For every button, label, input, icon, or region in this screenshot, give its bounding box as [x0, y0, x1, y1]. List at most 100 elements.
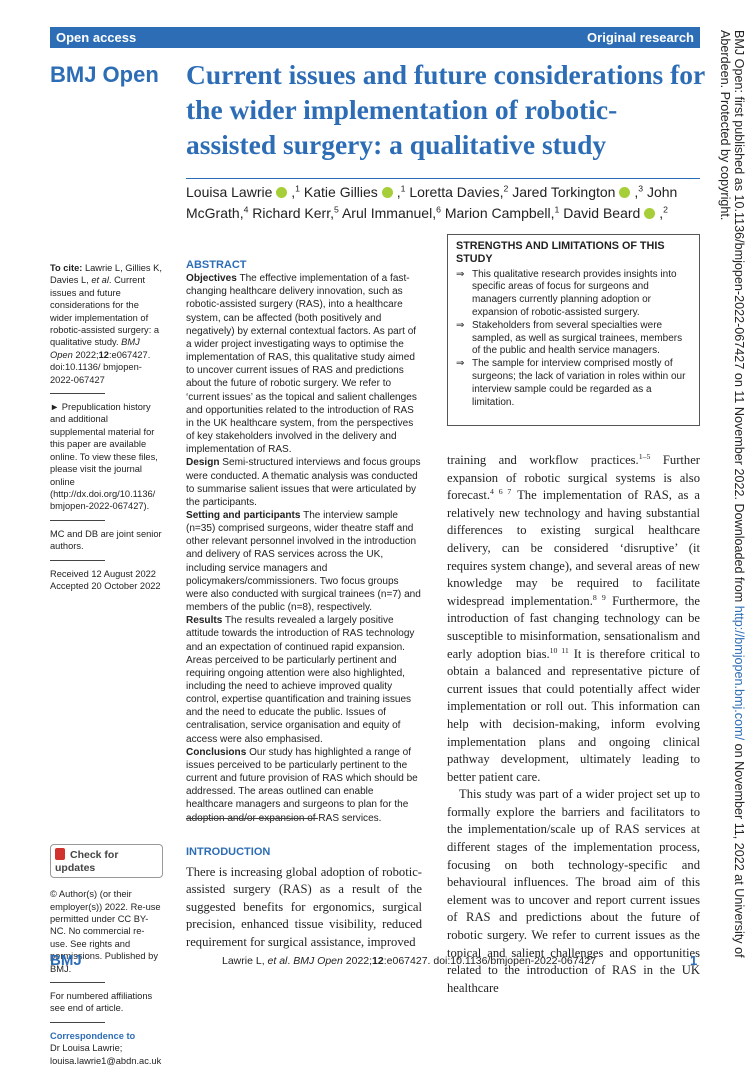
abstract-section: Design Semi-structured interviews and fo… — [186, 456, 422, 509]
separator — [50, 393, 105, 395]
text-run: Lawrie L, Gillies K, Davies L, — [50, 263, 162, 286]
italic-text: et al — [91, 275, 109, 286]
text-run: Lawrie L, — [222, 955, 268, 967]
correspondence-name: Dr Louisa Lawrie; — [50, 1043, 123, 1054]
page-number: 1 — [690, 953, 698, 968]
abstract-section: Objectives The effective implementation … — [186, 272, 422, 456]
right-column: training and workflow practices.1–5 Furt… — [447, 452, 700, 997]
citation: To cite: Lawrie L, Gillies K, Davies L, … — [50, 262, 162, 386]
section-label: Setting and participants — [186, 509, 301, 521]
text-run: MC and DB are joint senior authors. — [50, 528, 162, 552]
text-run: BMJ Open: first published as 10.1136/bmj… — [732, 30, 746, 606]
section-text: Semi-structured interviews and focus gro… — [186, 457, 421, 508]
section-label: Objectives — [186, 273, 237, 285]
text-run: © Author(s) (or their employer(s)) 2022.… — [50, 889, 161, 974]
text-run: . Current issues and future consideratio… — [50, 275, 160, 348]
correspondence-email[interactable]: louisa.lawrie1@abdn.ac.uk — [50, 1055, 162, 1066]
top-bar: Open access Original research — [50, 27, 700, 48]
author: Loretta Davies,2 — [409, 183, 509, 200]
text-run: :e067427. doi:10.1136/bmjopen-2022-06742… — [383, 955, 597, 967]
affiliation: 1 — [554, 204, 560, 215]
abstract-section: Conclusions Our study has highlighted a … — [186, 746, 422, 825]
author: Richard Kerr,5 — [252, 204, 339, 221]
author-list: Louisa Lawrie ,1 Katie Gillies ,1 Lorett… — [186, 182, 706, 224]
text-run: Furthermore, the introduction of fast ch… — [447, 593, 700, 661]
check-for-updates[interactable]: Check for updates — [50, 844, 163, 879]
affiliation: 2 — [663, 204, 668, 215]
abstract-heading: ABSTRACT — [186, 259, 247, 271]
license-note: © Author(s) (or their employer(s)) 2022.… — [50, 888, 162, 975]
side-notice: BMJ Open: first published as 10.1136/bmj… — [718, 30, 746, 965]
text-run: :e067427. doi:10.1136/ bmjopen-2022-0674… — [50, 349, 151, 385]
section-text: The effective implementation of a fast-c… — [186, 273, 417, 456]
reference: 10 11 — [549, 645, 569, 655]
footer-logo: BMJ — [50, 952, 82, 969]
page-body: Open access Original research BMJ Open C… — [0, 0, 750, 1000]
author: David Beard ,2 — [563, 204, 668, 221]
orcid-icon[interactable] — [381, 187, 393, 198]
orcid-icon[interactable] — [276, 187, 288, 198]
introduction-heading: INTRODUCTION — [186, 846, 271, 858]
author: Katie Gillies ,1 — [303, 183, 406, 200]
separator — [50, 1021, 105, 1023]
affiliations-note: For numbered affiliations see end of art… — [50, 990, 162, 1015]
bold-text: 12 — [372, 955, 384, 967]
reference: 8 9 — [592, 592, 606, 602]
text-run: This study was part of a wider project s… — [447, 787, 700, 995]
section-text: The interview sample (n=35) comprised su… — [186, 509, 421, 614]
separator — [50, 519, 105, 521]
open-access-label: Open access — [56, 30, 137, 45]
author-name: Richard Kerr — [252, 205, 331, 221]
strength-item: Stakeholders from several specialties we… — [456, 320, 691, 358]
accepted-date: Accepted 20 October 2022 — [50, 580, 161, 591]
introduction: INTRODUCTION There is increasing global … — [186, 844, 422, 952]
reference: 1–5 — [638, 451, 651, 461]
text-run: It is therefore critical to obtain a bal… — [447, 646, 700, 784]
link[interactable]: http://bmjopen.bmj.com/ — [732, 605, 746, 741]
abstract: ABSTRACT Objectives The effective implem… — [186, 259, 422, 825]
section-label: Conclusions — [186, 746, 247, 758]
text-run: ► Prepublication history and additional … — [50, 402, 158, 512]
strengths-heading: STRENGTHS AND LIMITATIONS OF THIS STUDY — [456, 240, 665, 265]
article-title: Current issues and future considerations… — [186, 59, 705, 160]
author-name: Arul Immanuel — [341, 205, 433, 221]
italic-text: BMJ Open — [293, 955, 343, 967]
text-run: 2022; — [72, 349, 99, 360]
orcid-icon[interactable] — [644, 208, 656, 219]
author: Jared Torkington ,3 — [512, 183, 644, 200]
italic-text: et al — [267, 955, 288, 967]
affiliation: 5 — [334, 204, 339, 215]
orcid-icon[interactable] — [619, 187, 631, 198]
abstract-section: Results The results revealed a largely p… — [186, 614, 422, 746]
journal-logo: BMJ Open — [50, 62, 159, 87]
title-rule — [186, 178, 700, 179]
supplement-note: ► Prepublication history and additional … — [50, 401, 162, 513]
separator — [50, 559, 105, 561]
joint-authors-note: MC and DB are joint senior authors. — [50, 528, 162, 553]
abstract-section: Setting and participants The interview s… — [186, 509, 422, 614]
sidebar: To cite: Lawrie L, Gillies K, Davies L, … — [50, 262, 163, 1067]
paragraph: This study was part of a wider project s… — [447, 786, 700, 997]
correspondence-label: Correspondence to — [50, 1030, 136, 1041]
section-label: Original research — [587, 30, 694, 45]
author-name: Loretta Davies — [409, 184, 500, 200]
affiliation: 1 — [295, 183, 300, 194]
author-name: Katie Gillies — [303, 184, 378, 200]
section-text: The results revealed a largely positive … — [186, 615, 415, 745]
italic-text: BMJ Open — [50, 337, 140, 360]
page: BMJ Open article page { "header": {"left… — [0, 0, 750, 1000]
spacer — [50, 599, 162, 824]
paragraph: There is increasing global adoption of r… — [186, 864, 422, 952]
bold-text: 12 — [98, 349, 109, 360]
author-name: Marion Campbell — [444, 205, 551, 221]
updates-label: Check for updates — [55, 849, 119, 874]
reference: 4 6 7 — [490, 487, 512, 496]
author: Louisa Lawrie ,1 — [186, 183, 300, 200]
author-name: Louisa Lawrie — [186, 184, 273, 200]
affiliation: 1 — [400, 183, 406, 194]
text-run: The implementation of RAS, as a relative… — [447, 488, 700, 608]
author: John McGrath,4 — [186, 184, 678, 221]
affiliation: 4 — [243, 204, 249, 215]
affiliation: 3 — [638, 183, 644, 194]
paragraph: training and workflow practices.1–5 Furt… — [447, 452, 700, 786]
